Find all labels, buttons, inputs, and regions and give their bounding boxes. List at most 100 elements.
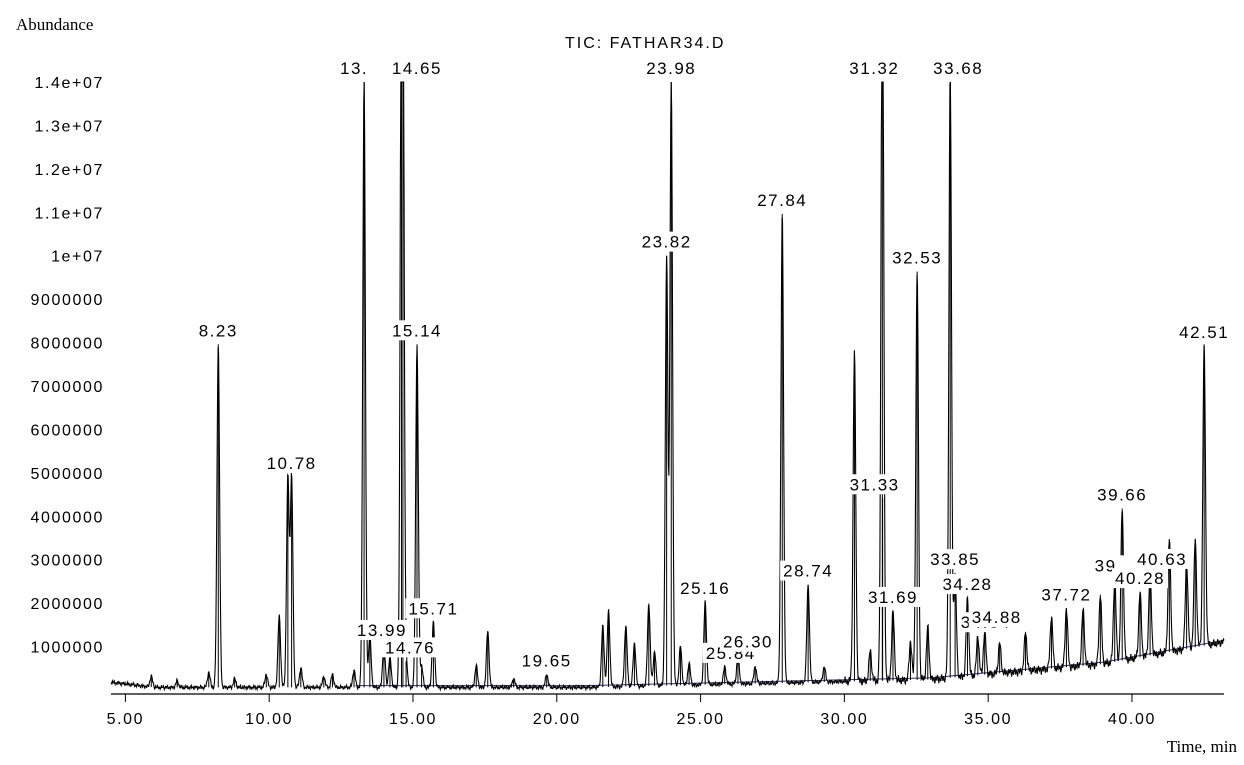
x-tick-label: 5.00	[107, 711, 145, 728]
peak-label-text: 39.66	[1097, 486, 1147, 505]
peak-label: 33.85	[927, 549, 984, 570]
y-tick-label: 1000000	[31, 640, 105, 657]
peak-label: 14.65	[388, 58, 445, 78]
peak-label-background	[846, 58, 903, 78]
peak-label: 39.66	[1094, 484, 1151, 505]
peak-label-text: 42.51	[1179, 323, 1229, 342]
y-tick-label: 4000000	[31, 509, 105, 526]
peak-label-background	[754, 189, 811, 210]
peak-label: 26.30	[719, 631, 776, 652]
peak-label-text: 34.88	[972, 608, 1022, 627]
peak-label-text: 15.14	[392, 321, 442, 340]
y-tick-label: 1.4e+07	[35, 75, 104, 92]
peak-label-text: 32.53	[892, 249, 942, 268]
peak-label: 31.32	[846, 58, 903, 78]
peak-label-text: 19.65	[522, 651, 572, 670]
peak-label-background	[388, 58, 445, 78]
peak-labels: 8.23 10.78 13. 13.99 14.65 14.76 15.14 15.71 19.…	[195, 58, 1233, 671]
x-axis-label: Time, min	[1167, 737, 1238, 756]
peak-label-background	[968, 607, 1025, 628]
peak-label-text: 27.84	[757, 191, 807, 210]
peak-label-text: 23.82	[642, 233, 692, 252]
peak-label-background	[864, 586, 921, 607]
peak-label-text: 25.16	[680, 579, 730, 598]
x-axis-ticks: 5.00 10.00 15.00 20.00 25.00 30.00 35.00 40.00	[107, 694, 1154, 728]
peak-label-background	[889, 247, 946, 268]
peak-label-background	[780, 560, 837, 581]
peak-label: 32.53	[889, 247, 946, 268]
x-tick-label: 10.00	[245, 711, 293, 728]
peak-label-text: 31.69	[868, 588, 918, 607]
y-tick-label: 1.2e+07	[35, 162, 104, 179]
peak-label-text: 31.32	[849, 59, 899, 78]
peak-label-text: 13.	[340, 59, 368, 78]
peak-label-background	[195, 320, 242, 341]
peak-label-background	[1094, 484, 1151, 505]
peak-label: 25.16	[677, 578, 734, 599]
peak-label: 27.84	[754, 189, 811, 210]
y-tick-label: 1e+07	[51, 249, 104, 266]
peak-label-background	[927, 549, 984, 570]
peak-label: 31.33	[846, 474, 903, 495]
y-axis-ticks: 1000000 2000000 3000000 4000000 5000000 60000…	[31, 75, 105, 657]
peak-label: 40.63	[1134, 548, 1191, 569]
y-tick-label: 3000000	[31, 553, 105, 570]
y-tick-label: 2000000	[31, 596, 105, 613]
peak-label: 14.76	[382, 637, 439, 658]
peak-label-text: 10.78	[267, 454, 317, 473]
peak-label-text: 40.28	[1115, 569, 1165, 588]
peak-label-text: 37.72	[1041, 586, 1091, 605]
peak-label-background	[1134, 548, 1191, 569]
peak-label-background	[846, 474, 903, 495]
peak-label-text: 26.30	[723, 633, 773, 652]
peak-label-text: 33.85	[930, 550, 980, 569]
peak-label-background	[336, 58, 373, 78]
peak-label: 31.69	[864, 586, 921, 607]
peak-label-text: 13.99	[357, 621, 407, 640]
y-tick-label: 7000000	[31, 379, 105, 396]
x-tick-label: 35.00	[964, 711, 1012, 728]
peak-label-background	[1112, 568, 1169, 589]
chart-title: TIC: FATHAR34.D	[565, 35, 725, 52]
peak-label-background	[638, 231, 695, 252]
peak-label-text: 34.28	[942, 575, 992, 594]
peak-label: 28.74	[780, 560, 837, 581]
peak-label-background	[1038, 584, 1095, 605]
peak-label-text: 33.68	[933, 59, 983, 78]
peak-label-background	[405, 598, 462, 619]
peak-label-text: 23.98	[646, 59, 696, 78]
peak-label-background	[719, 631, 776, 652]
peak-label-background	[353, 619, 410, 640]
y-tick-label: 8000000	[31, 336, 105, 353]
x-tick-label: 30.00	[820, 711, 868, 728]
peak-label: 42.51	[1176, 321, 1233, 342]
peak-label-text: 40.63	[1137, 550, 1187, 569]
peak-label-background	[930, 58, 987, 78]
peak-label-background	[382, 637, 439, 658]
peak-label: 34.88	[968, 607, 1025, 628]
peak-label-background	[643, 58, 700, 78]
tic-trace-line	[110, 81, 1225, 692]
y-tick-label: 1.1e+07	[35, 205, 104, 222]
y-tick-label: 5000000	[31, 466, 105, 483]
peak-label-text: 8.23	[199, 321, 238, 340]
peak-label: 15.71	[405, 598, 462, 619]
peak-label: 40.28	[1112, 568, 1169, 589]
peak-label-background	[389, 320, 446, 341]
peak-label: 34.28	[939, 574, 996, 595]
x-tick-label: 15.00	[389, 711, 437, 728]
peak-label: 19.65	[518, 650, 575, 671]
peak-label: 10.78	[263, 452, 320, 473]
peak-label-text: 31.33	[850, 475, 900, 494]
peak-label-text: 28.74	[783, 562, 833, 581]
peak-label: 37.72	[1038, 584, 1095, 605]
peak-label: 8.23	[195, 320, 242, 341]
peak-label-background	[263, 452, 320, 473]
y-tick-label: 1.3e+07	[35, 118, 104, 135]
x-tick-label: 20.00	[533, 711, 581, 728]
peak-label-text: 15.71	[408, 599, 458, 618]
peak-label: 13.	[336, 58, 373, 78]
x-tick-label: 25.00	[677, 711, 725, 728]
peak-label-background	[1176, 321, 1233, 342]
